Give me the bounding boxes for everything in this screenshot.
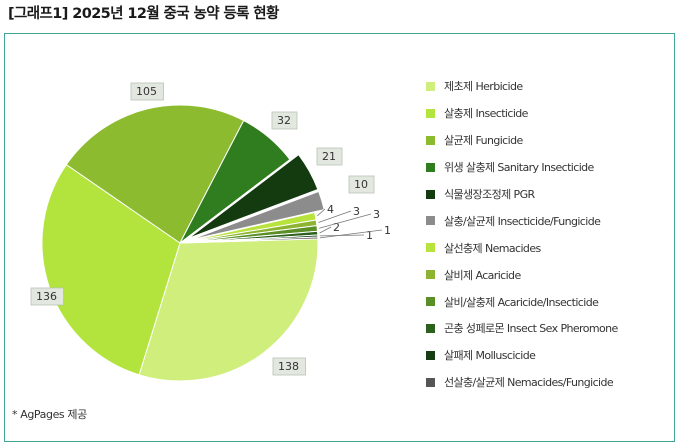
pie-slice (65, 104, 245, 244)
data-label: 1 (384, 224, 391, 237)
legend-label: 식물생장조정제 PGR (444, 188, 535, 201)
pie-slice (179, 119, 291, 244)
data-label-box (130, 82, 164, 101)
data-label-text: 138 (278, 360, 299, 373)
data-label-box (30, 287, 64, 306)
data-label-text: 21 (322, 150, 336, 163)
legend-swatch (426, 323, 435, 333)
data-label: 21 (316, 147, 343, 166)
legend-item: 선살충/살균제 Nemacides/Fungicide (426, 369, 676, 396)
data-label-text: 1 (366, 229, 373, 242)
legend-swatch (426, 297, 435, 307)
leader-line (319, 229, 383, 239)
data-label-box (271, 111, 298, 130)
leader-line (319, 226, 332, 234)
legend-item: 살비/살충제 Acaricide/Insecticide (426, 288, 676, 315)
data-label: 2 (333, 221, 340, 234)
data-label-text: 10 (354, 178, 368, 191)
data-label-text: 105 (136, 85, 157, 98)
legend-label: 살비제 Acaricide (444, 268, 521, 282)
legend-swatch (426, 216, 435, 226)
legend-swatch (426, 162, 435, 172)
chart-title: [그래프1] 2025년 12월 중국 농약 등록 현황 (8, 6, 279, 22)
data-label-text: 3 (373, 208, 380, 221)
legend-item: 식물생장조정제 PGR (426, 181, 676, 208)
legend-item: 살충/살균제 Insecticide/Fungicide (426, 207, 676, 234)
legend-swatch (426, 350, 435, 360)
legend-item: 살비제 Acaricide (426, 261, 676, 288)
legend-item: 살선충제 Nemacides (426, 234, 676, 261)
leader-line (318, 210, 352, 223)
legend-item: 살균제 Fungicide (426, 127, 676, 154)
legend-label: 살비/살충제 Acaricide/Insecticide (444, 295, 599, 309)
legend-label: 곤충 성페로몬 Insect Sex Pheromone (444, 322, 618, 336)
legend-label: 살선충제 Nemacides (444, 241, 541, 255)
data-label-text: 3 (353, 205, 360, 218)
leader-line (319, 213, 372, 229)
chart-legend: 제초제 Herbicide 살충제 Insecticide 살균제 Fungicid… (426, 73, 676, 396)
legend-item: 제초제 Herbicide (426, 73, 676, 100)
legend-swatch (426, 377, 435, 387)
legend-item: 위생 살충제 Sanitary Insecticide (426, 154, 676, 181)
legend-label: 제초제 Herbicide (444, 80, 523, 94)
data-label-text: 136 (36, 290, 57, 303)
source-note: * AgPages 제공 (12, 408, 87, 421)
data-label: 3 (373, 208, 380, 221)
legend-swatch (426, 81, 435, 91)
data-label: 138 (272, 357, 306, 376)
legend-swatch (426, 243, 435, 253)
legend-swatch (426, 189, 435, 199)
data-label-text: 1 (384, 224, 391, 237)
data-label: 3 (353, 205, 360, 218)
data-label: 136 (30, 287, 64, 306)
legend-swatch (426, 270, 435, 280)
legend-label: 선살충/살균제 Nemacides/Fungicide (444, 376, 614, 390)
legend-label: 살충/살균제 Insecticide/Fungicide (444, 214, 601, 228)
pie-slice (188, 153, 319, 239)
legend-label: 위생 살충제 Sanitary Insecticide (444, 161, 594, 175)
data-label: 1 (366, 229, 373, 242)
legend-item: 곤충 성페로몬 Insect Sex Pheromone (426, 315, 676, 342)
legend-label: 살균제 Fungicide (444, 134, 523, 148)
legend-swatch (426, 108, 435, 118)
data-label: 10 (348, 175, 375, 194)
legend-item: 살패제 Molluscicide (426, 342, 676, 369)
legend-label: 살충제 Insecticide (444, 107, 528, 121)
data-label-text: 32 (277, 114, 291, 127)
data-label-box (348, 175, 375, 194)
legend-label: 살패제 Molluscicide (444, 349, 536, 363)
data-label-text: 4 (327, 203, 334, 216)
legend-item: 살충제 Insecticide (426, 100, 676, 127)
data-label: 4 (327, 203, 334, 216)
legend-swatch (426, 135, 435, 145)
data-label-box (272, 357, 306, 376)
data-label: 105 (130, 82, 164, 101)
data-label-box (316, 147, 343, 166)
leader-line (317, 208, 326, 217)
data-label: 32 (271, 111, 298, 130)
pie-slice (138, 238, 319, 382)
pie-slice (179, 236, 319, 244)
data-label-text: 2 (333, 221, 340, 234)
